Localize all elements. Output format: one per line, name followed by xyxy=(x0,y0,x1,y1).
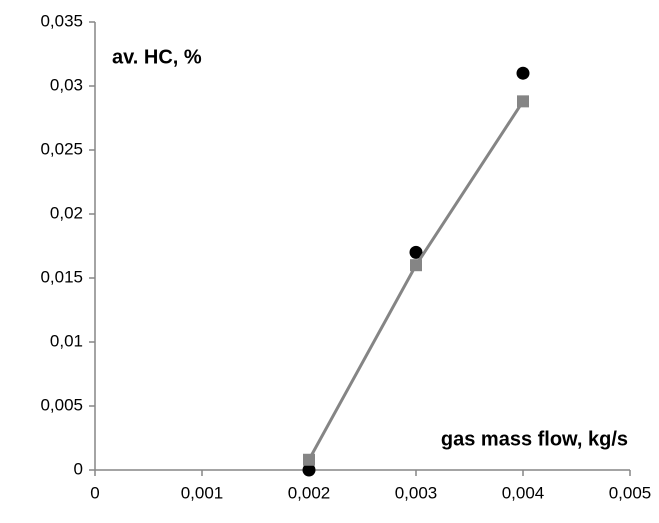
y-tick-label: 0,005 xyxy=(40,395,83,414)
x-tick-label: 0,003 xyxy=(395,483,438,502)
x-axis-label: gas mass flow, kg/s xyxy=(441,428,628,450)
y-tick-label: 0,025 xyxy=(40,139,83,158)
circle-point xyxy=(302,463,316,477)
y-tick-label: 0,02 xyxy=(50,203,83,222)
x-tick-label: 0 xyxy=(90,483,99,502)
square-point xyxy=(517,95,529,108)
y-axis-label: av. HC, % xyxy=(112,46,202,68)
x-tick-label: 0,005 xyxy=(609,483,652,502)
y-tick-label: 0 xyxy=(74,459,83,478)
series-line xyxy=(307,100,525,461)
x-tick-label: 0,004 xyxy=(502,483,545,502)
circle-point xyxy=(409,245,423,259)
square-point xyxy=(410,259,422,272)
circle-point xyxy=(516,66,530,80)
x-tick-label: 0,001 xyxy=(181,483,224,502)
y-tick-label: 0,03 xyxy=(50,75,83,94)
square-point xyxy=(303,453,315,466)
y-tick-label: 0,035 xyxy=(40,11,83,30)
x-tick-label: 0,002 xyxy=(288,483,331,502)
y-tick-label: 0,01 xyxy=(50,331,83,350)
y-tick-label: 0,015 xyxy=(40,267,83,286)
